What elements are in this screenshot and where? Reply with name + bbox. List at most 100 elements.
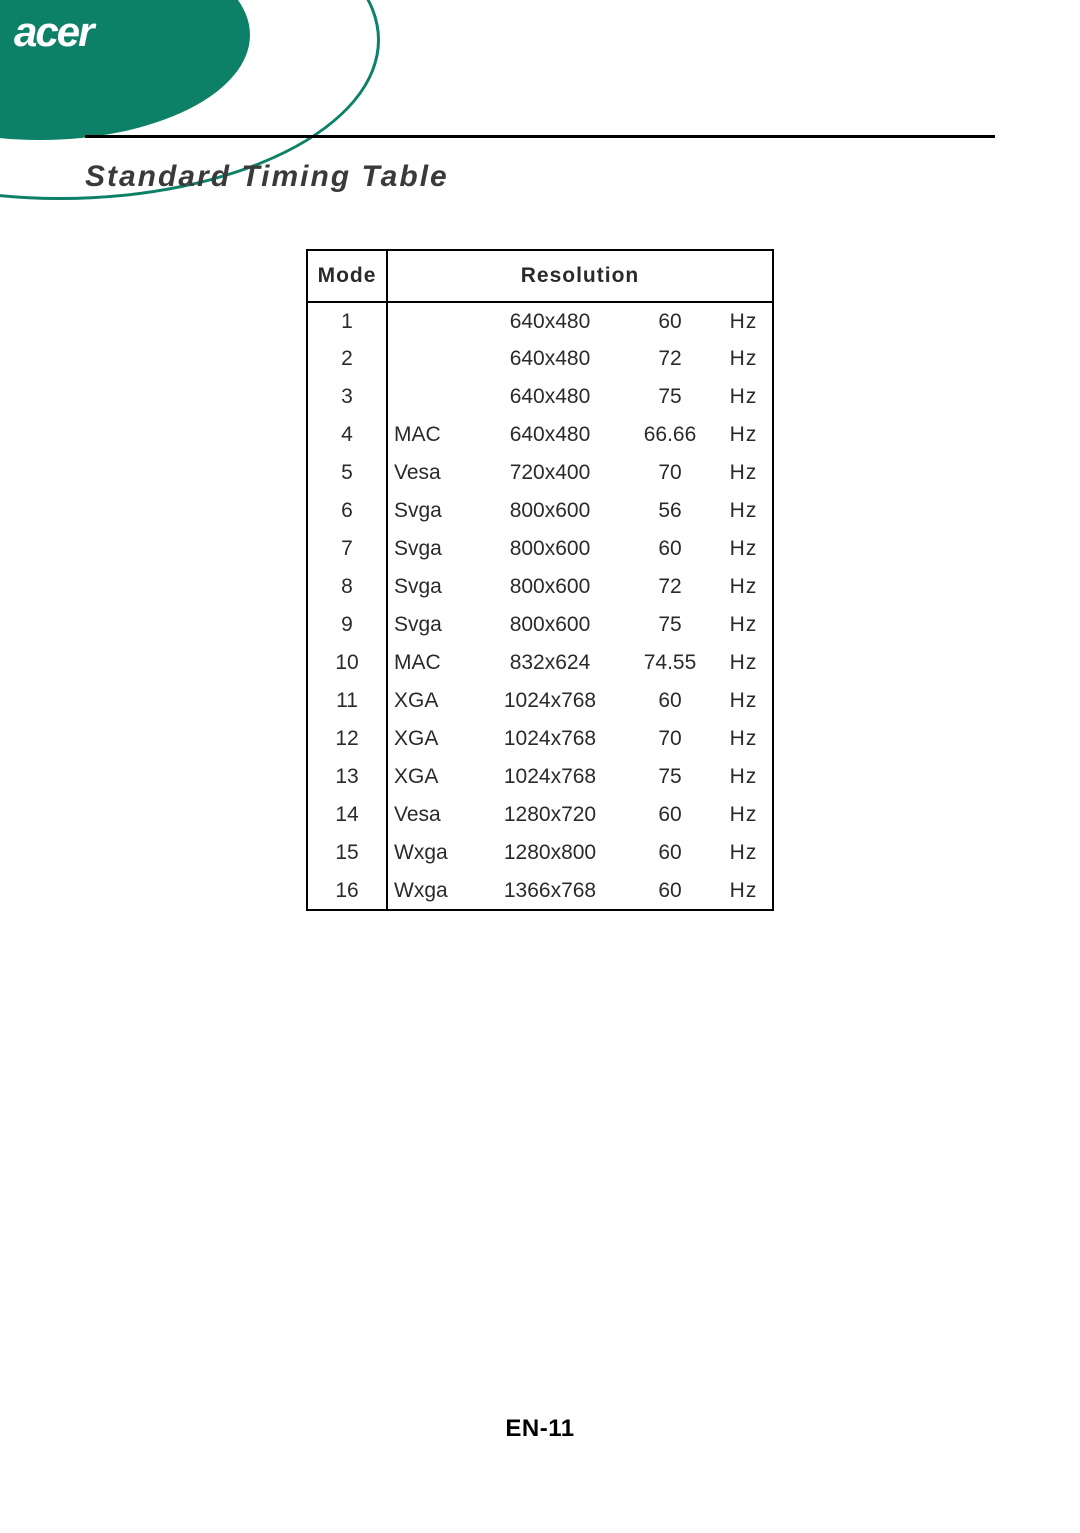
table-row: 15Wxga1280x80060Hz: [307, 834, 773, 872]
table-row: 6Svga800x60056Hz: [307, 492, 773, 530]
cell-resolution: 800x600: [475, 568, 625, 606]
cell-standard: Svga: [387, 492, 475, 530]
cell-mode: 12: [307, 720, 387, 758]
cell-standard: Wxga: [387, 834, 475, 872]
brand-logo: acer: [14, 8, 92, 56]
table-row: 13XGA1024x76875Hz: [307, 758, 773, 796]
table-row: 4MAC640x48066.66Hz: [307, 416, 773, 454]
cell-frequency: 75: [625, 758, 715, 796]
cell-resolution: 1024x768: [475, 758, 625, 796]
cell-unit: Hz: [715, 530, 773, 568]
cell-mode: 13: [307, 758, 387, 796]
cell-frequency: 72: [625, 340, 715, 378]
cell-standard: [387, 340, 475, 378]
page-title: Standard Timing Table: [85, 160, 995, 194]
cell-mode: 14: [307, 796, 387, 834]
cell-unit: Hz: [715, 872, 773, 910]
cell-resolution: 1366x768: [475, 872, 625, 910]
cell-frequency: 66.66: [625, 416, 715, 454]
timing-table: Mode Resolution 1640x48060Hz2640x48072Hz…: [306, 249, 774, 911]
cell-mode: 4: [307, 416, 387, 454]
cell-frequency: 60: [625, 872, 715, 910]
cell-standard: [387, 302, 475, 340]
cell-mode: 9: [307, 606, 387, 644]
cell-resolution: 640x480: [475, 378, 625, 416]
table-row: 10MAC832x62474.55Hz: [307, 644, 773, 682]
cell-mode: 16: [307, 872, 387, 910]
table-row: 7Svga800x60060Hz: [307, 530, 773, 568]
cell-resolution: 720x400: [475, 454, 625, 492]
cell-resolution: 640x480: [475, 302, 625, 340]
table-row: 1 640x48060Hz: [307, 302, 773, 340]
cell-mode: 10: [307, 644, 387, 682]
table-row: 2 640x48072Hz: [307, 340, 773, 378]
cell-standard: Svga: [387, 530, 475, 568]
table-row: 12XGA1024x76870Hz: [307, 720, 773, 758]
table-row: 3 640x48075Hz: [307, 378, 773, 416]
cell-unit: Hz: [715, 834, 773, 872]
cell-mode: 7: [307, 530, 387, 568]
cell-frequency: 60: [625, 834, 715, 872]
cell-standard: Wxga: [387, 872, 475, 910]
divider: [85, 135, 995, 138]
cell-frequency: 60: [625, 682, 715, 720]
cell-frequency: 70: [625, 720, 715, 758]
cell-frequency: 70: [625, 454, 715, 492]
cell-unit: Hz: [715, 644, 773, 682]
col-header-resolution: Resolution: [387, 250, 773, 302]
table-row: 8Svga800x60072Hz: [307, 568, 773, 606]
cell-unit: Hz: [715, 758, 773, 796]
cell-resolution: 1024x768: [475, 720, 625, 758]
page-number: EN-11: [0, 1415, 1080, 1443]
cell-standard: XGA: [387, 682, 475, 720]
cell-frequency: 56: [625, 492, 715, 530]
cell-unit: Hz: [715, 340, 773, 378]
cell-resolution: 1280x800: [475, 834, 625, 872]
cell-mode: 11: [307, 682, 387, 720]
cell-unit: Hz: [715, 416, 773, 454]
table-row: 5Vesa720x40070Hz: [307, 454, 773, 492]
cell-frequency: 60: [625, 796, 715, 834]
cell-mode: 3: [307, 378, 387, 416]
cell-unit: Hz: [715, 302, 773, 340]
cell-resolution: 1024x768: [475, 682, 625, 720]
cell-frequency: 75: [625, 378, 715, 416]
cell-standard: Svga: [387, 606, 475, 644]
col-header-mode: Mode: [307, 250, 387, 302]
timing-table-body: 1640x48060Hz2640x48072Hz3640x48075Hz4MAC…: [307, 302, 773, 910]
cell-unit: Hz: [715, 492, 773, 530]
cell-standard: MAC: [387, 416, 475, 454]
cell-frequency: 74.55: [625, 644, 715, 682]
cell-resolution: 1280x720: [475, 796, 625, 834]
cell-mode: 2: [307, 340, 387, 378]
cell-standard: Vesa: [387, 796, 475, 834]
cell-unit: Hz: [715, 606, 773, 644]
cell-mode: 6: [307, 492, 387, 530]
cell-frequency: 60: [625, 530, 715, 568]
table-row: 16Wxga1366x76860Hz: [307, 872, 773, 910]
cell-mode: 8: [307, 568, 387, 606]
cell-unit: Hz: [715, 454, 773, 492]
table-row: 11XGA1024x76860Hz: [307, 682, 773, 720]
cell-unit: Hz: [715, 682, 773, 720]
cell-standard: XGA: [387, 758, 475, 796]
cell-mode: 1: [307, 302, 387, 340]
cell-mode: 5: [307, 454, 387, 492]
cell-unit: Hz: [715, 796, 773, 834]
cell-standard: XGA: [387, 720, 475, 758]
cell-resolution: 800x600: [475, 492, 625, 530]
cell-unit: Hz: [715, 378, 773, 416]
cell-unit: Hz: [715, 568, 773, 606]
cell-standard: MAC: [387, 644, 475, 682]
cell-unit: Hz: [715, 720, 773, 758]
table-row: 9Svga800x60075Hz: [307, 606, 773, 644]
cell-frequency: 75: [625, 606, 715, 644]
cell-resolution: 640x480: [475, 340, 625, 378]
cell-resolution: 800x600: [475, 606, 625, 644]
cell-resolution: 640x480: [475, 416, 625, 454]
cell-frequency: 60: [625, 302, 715, 340]
table-header-row: Mode Resolution: [307, 250, 773, 302]
cell-frequency: 72: [625, 568, 715, 606]
cell-standard: Vesa: [387, 454, 475, 492]
cell-standard: Svga: [387, 568, 475, 606]
